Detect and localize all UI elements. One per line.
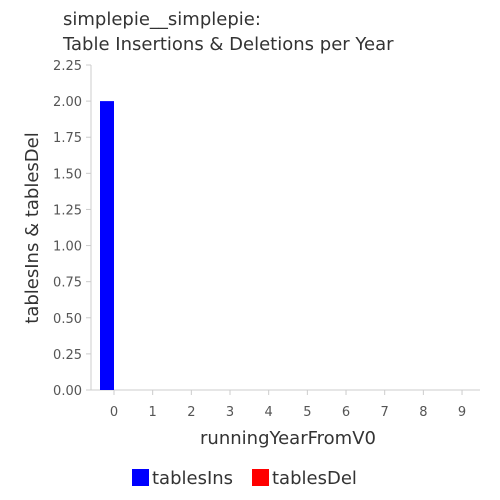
plot-area: 0.00 0.25 0.50 0.75 1.00 1.25 1.50 1.75 2.00 2.25…: [53, 59, 480, 420]
y-tick-label: 2.25: [53, 59, 82, 74]
y-tick-label: 0.75: [53, 276, 82, 291]
x-tick-label: 1: [149, 405, 157, 420]
x-tick-label: 5: [303, 405, 311, 420]
x-tick-label: 3: [226, 405, 234, 420]
x-tick-label: 9: [458, 405, 466, 420]
x-tick-label: 8: [419, 405, 427, 420]
legend: tablesIns tablesDel: [132, 468, 357, 489]
y-tick-label: 2.00: [53, 95, 82, 110]
legend-label-tablesDel: tablesDel: [272, 468, 357, 489]
y-tick-label: 0.50: [53, 312, 82, 327]
legend-swatch-tablesIns: [132, 469, 149, 486]
legend-label-tablesIns: tablesIns: [152, 468, 233, 489]
y-axis-title: tablesIns & tablesDel: [22, 132, 43, 323]
y-tick-label: 1.50: [53, 167, 82, 182]
y-tick-label: 0.25: [53, 348, 82, 363]
x-tick-label: 0: [110, 405, 118, 420]
x-tick-label: 4: [265, 405, 273, 420]
chart-title-line-1: simplepie__simplepie:: [63, 9, 261, 30]
x-axis-title: runningYearFromV0: [200, 428, 376, 449]
y-tick-label: 1.25: [53, 203, 82, 218]
chart-title-line-2: Table Insertions & Deletions per Year: [62, 34, 394, 55]
x-tick-label: 2: [187, 405, 195, 420]
y-tick-label: 1.75: [53, 131, 82, 146]
x-tick-label: 6: [342, 405, 350, 420]
x-tick-label: 7: [381, 405, 389, 420]
y-tick-label: 0.00: [53, 384, 82, 399]
y-tick-label: 1.00: [53, 240, 82, 255]
bar-tablesIns-0: [100, 101, 114, 390]
legend-swatch-tablesDel: [252, 469, 269, 486]
